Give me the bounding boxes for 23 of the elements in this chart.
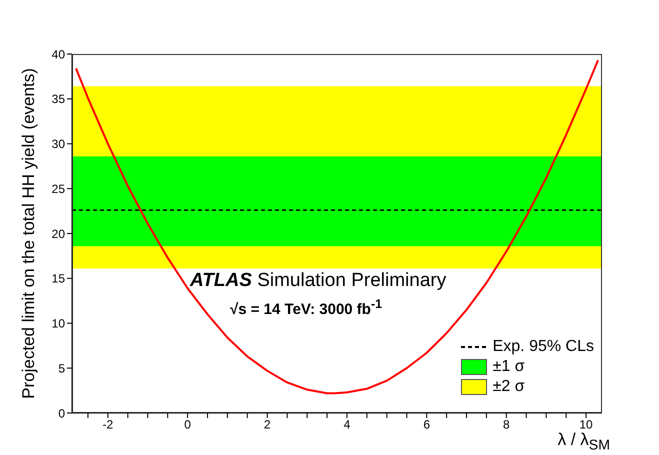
y-tick-label: 0 [58,406,66,420]
y-tick-label: 15 [52,272,66,286]
annotation: √s = 14 TeV: 3000 fb$^{-1}$ [230,297,382,318]
annotation: ATLAS Simulation Preliminary [190,270,446,292]
x-tick-label: 4 [344,418,351,432]
x-tick-label: 2 [264,418,271,432]
legend-label: ±2 σ [492,377,525,397]
y-tick-label: 25 [52,182,66,196]
x-tick-label: 6 [423,418,430,432]
y-tick-label: 10 [52,316,66,331]
x-tick-label: 8 [503,418,510,432]
y-tick-label: 40 [52,47,66,62]
y-tick-label: 35 [52,92,66,106]
x-axis-title: λ / λ$_{SM}$ [558,430,610,454]
x-tick-label: 10 [579,418,594,432]
y-tick-label: 5 [58,361,66,376]
x-tick-label: -2 [102,418,114,432]
legend-label: Exp. 95% CLs [492,337,594,357]
x-tick-label: 0 [184,418,192,432]
y-tick-label: 20 [52,226,66,241]
y-tick-label: 30 [52,137,66,152]
y-axis-title: Projected limit on the total HH yield (events) [19,68,38,399]
legend-label: ±1 σ [492,357,525,377]
